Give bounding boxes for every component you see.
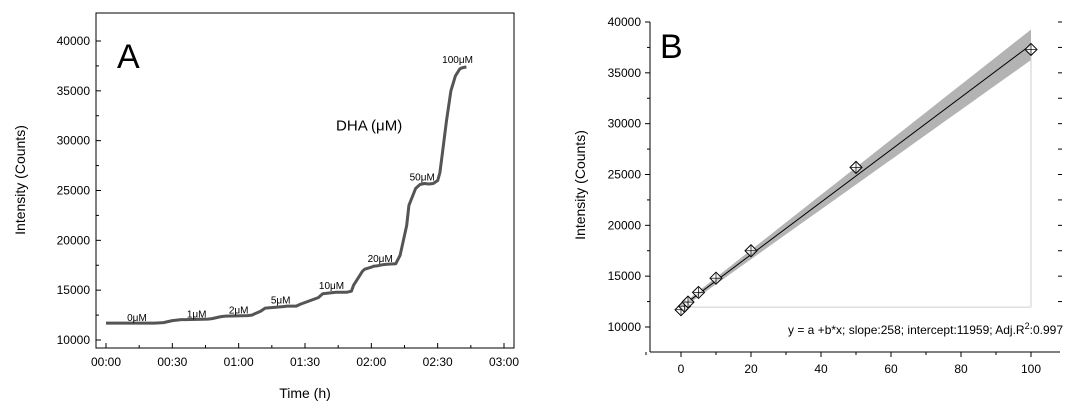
a-concentration-label: 0μM	[127, 313, 147, 324]
b-y-tick-label: 10000	[608, 320, 642, 334]
b-y-tick-label: 40000	[608, 15, 642, 29]
panel-b-fit-equation-tail: :0.997	[1030, 323, 1064, 337]
b-x-tick-label: 40	[814, 362, 828, 376]
panel-b-fit-line-group	[680, 44, 1032, 308]
a-y-tick-label: 25000	[57, 184, 91, 198]
b-data-point	[691, 285, 706, 300]
b-data-point	[744, 244, 758, 258]
a-x-tick-label: 00:00	[91, 355, 121, 369]
panel-b-label: B	[660, 28, 683, 66]
panel-a: A Time (h) Intensity (Counts) 00:00 00:30…	[12, 12, 519, 401]
panel-b-y-ticks: 10000 15000 20000 25000 30000 35000 40000	[608, 15, 650, 334]
panel-a-y-axis-title: Intensity (Counts)	[12, 125, 28, 235]
b-x-tick-label: 60	[884, 362, 898, 376]
b-x-tick-label: 20	[744, 362, 758, 376]
b-x-tick-label: 80	[954, 362, 968, 376]
a-dha-label: DHA (μM)	[336, 118, 402, 135]
b-y-tick-label: 25000	[608, 168, 642, 182]
a-x-tick-label: 02:00	[356, 355, 386, 369]
b-y-tick-label: 15000	[608, 269, 642, 283]
b-data-point	[1024, 42, 1038, 57]
panel-b-points	[674, 42, 1038, 317]
a-concentration-label: 5μM	[271, 296, 291, 307]
a-concentration-label: 20μM	[368, 254, 393, 265]
b-data-point	[709, 271, 723, 285]
a-concentration-label: 1μM	[187, 310, 207, 321]
b-y-tick-label: 30000	[608, 117, 642, 131]
b-data-point	[849, 160, 863, 175]
b-y-tick-label: 35000	[608, 66, 642, 80]
a-y-tick-label: 15000	[57, 283, 91, 297]
panel-a-label: A	[117, 38, 140, 76]
a-y-tick-label: 10000	[57, 333, 91, 347]
a-y-tick-label: 20000	[57, 233, 91, 247]
a-x-tick-label: 01:30	[290, 355, 320, 369]
a-concentration-label: 2μM	[229, 306, 249, 317]
a-concentration-label: 10μM	[319, 281, 344, 292]
a-series-line	[106, 65, 467, 325]
panel-a-y-ticks: 10000 15000 20000 25000 30000 35000 40000	[57, 34, 101, 347]
panel-a-x-ticks: 00:00 00:30 01:00 01:30 02:00 02:30 03:00	[91, 343, 519, 369]
panel-b-fit-equation-sup: 2	[1025, 321, 1030, 331]
b-x-tick-label: 0	[678, 362, 685, 376]
panel-a-x-axis-title: Time (h)	[279, 385, 331, 401]
a-concentration-label: 100μM	[442, 55, 473, 66]
a-x-tick-label: 02:30	[423, 355, 453, 369]
b-y-tick-label: 20000	[608, 218, 642, 232]
a-y-tick-label: 40000	[57, 34, 91, 48]
b-fit-line	[680, 44, 1032, 308]
panel-b-fit-equation: y = a +b*x; slope:258; intercept:11959; …	[788, 321, 1063, 337]
panel-a-series	[106, 65, 467, 325]
panel-b-fit-box	[681, 44, 1032, 308]
b-data-point	[681, 295, 695, 309]
a-x-tick-label: 01:00	[224, 355, 254, 369]
panel-a-annotations: 0μM 1μM 2μM 5μM 10μM 20μM 50μM 100μM DHA (μM)	[127, 55, 473, 324]
a-concentration-label: 50μM	[410, 173, 435, 184]
panel-b-right-ticks	[1058, 21, 1062, 303]
panel-b-x-ticks: 0 20 40 60 80 100	[645, 352, 1041, 376]
a-x-tick-label: 03:00	[489, 355, 519, 369]
a-y-tick-label: 30000	[57, 134, 91, 148]
panel-b-y-axis-title: Intensity (Counts)	[572, 130, 588, 240]
b-x-tick-label: 100	[1021, 362, 1041, 376]
panel-b-fit-equation-main: y = a +b*x; slope:258; intercept:11959; …	[788, 323, 1025, 337]
a-y-tick-label: 35000	[57, 84, 91, 98]
a-x-tick-label: 00:30	[157, 355, 187, 369]
panel-b: B Intensity (Counts) 0 20 40 60 80 100 100001…	[572, 15, 1063, 376]
